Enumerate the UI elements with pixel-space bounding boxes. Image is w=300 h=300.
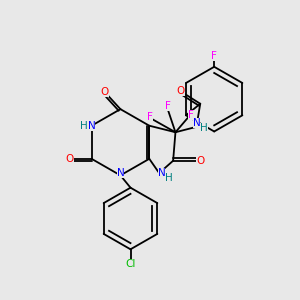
Text: O: O [101,87,109,97]
Text: O: O [66,154,74,164]
Text: F: F [165,101,171,111]
Text: F: F [147,112,153,122]
Text: O: O [177,86,185,96]
Text: N: N [193,118,200,128]
Text: F: F [188,110,194,119]
Text: N: N [88,121,95,131]
Text: H: H [80,121,88,131]
Text: O: O [196,156,204,166]
Text: Cl: Cl [125,259,136,269]
Text: H: H [165,173,172,183]
Text: H: H [200,123,208,134]
Text: F: F [211,51,217,61]
Text: N: N [116,168,124,178]
Text: N: N [158,168,165,178]
